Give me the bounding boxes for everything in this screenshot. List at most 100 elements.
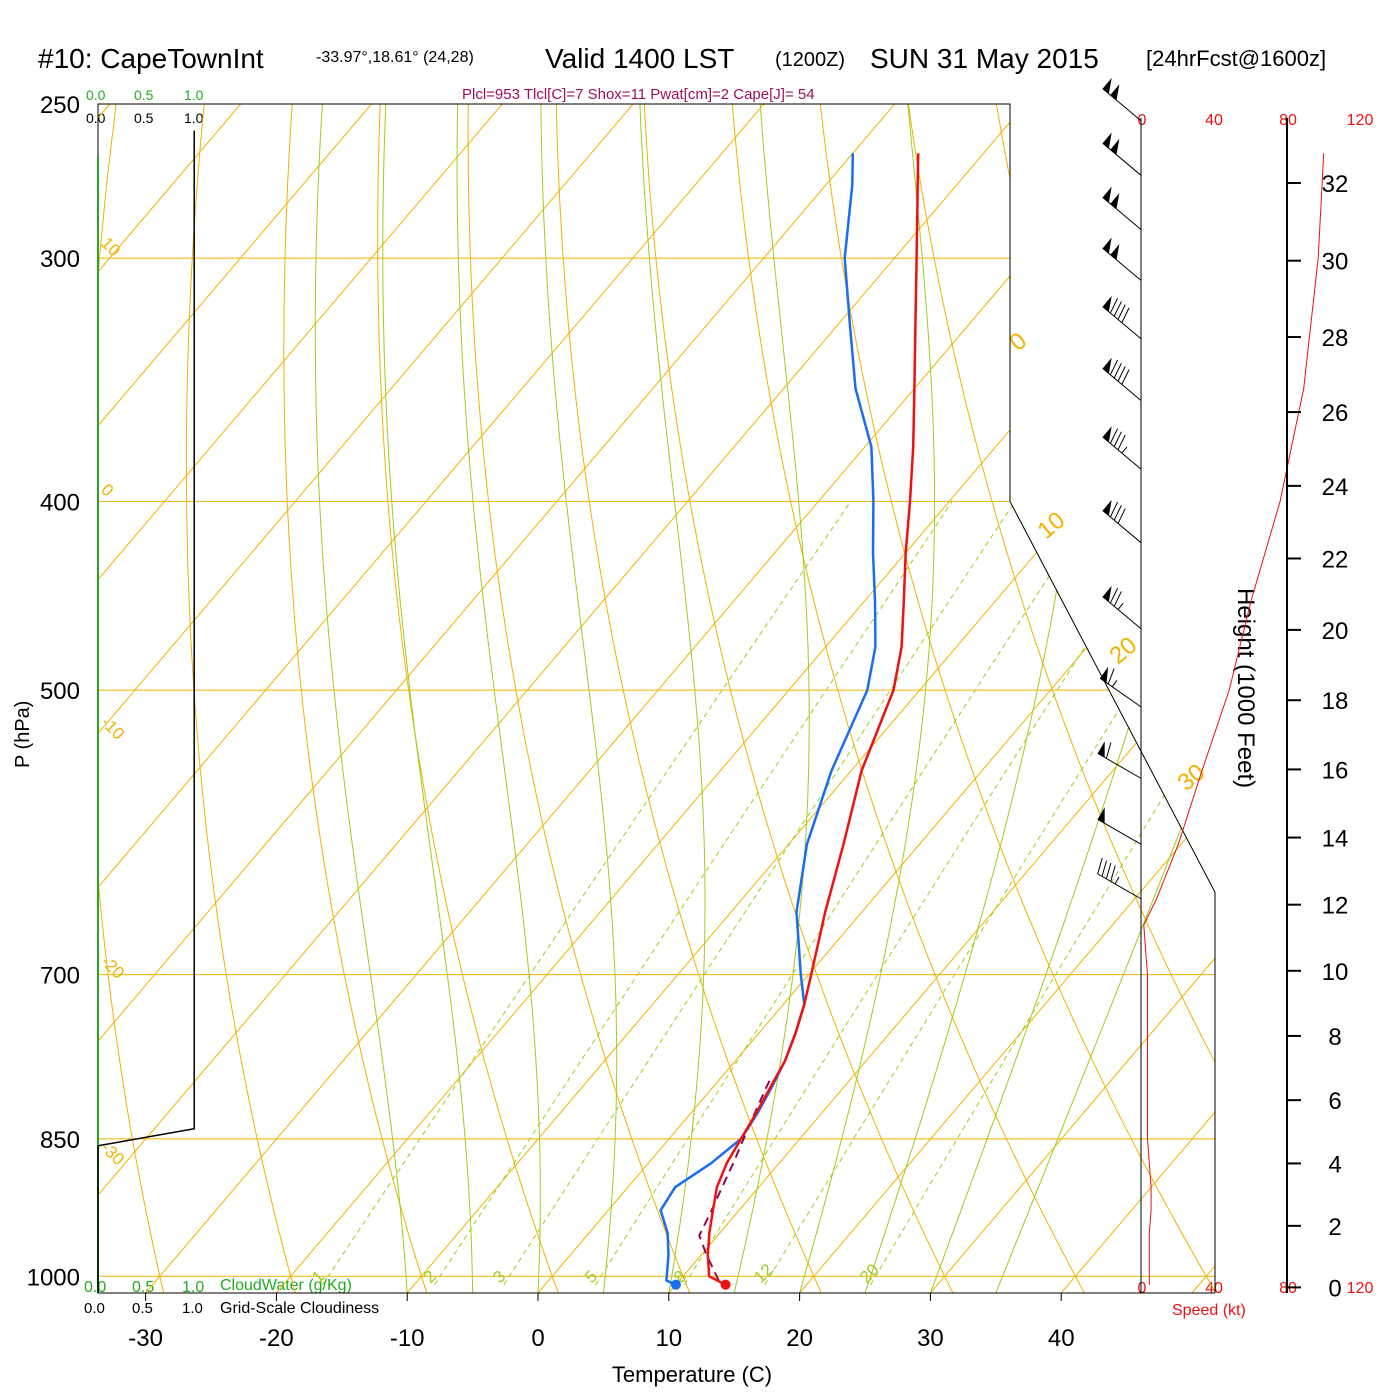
surface-dewpoint-dot — [670, 1279, 681, 1290]
wind-barb — [1102, 426, 1142, 470]
mixing-ratio-line — [503, 501, 1016, 1285]
moist-adiabat-line — [540, 104, 618, 1293]
mixing-ratio-label: 3 — [489, 1267, 509, 1287]
wind-barb-pennant — [1102, 132, 1112, 149]
y-axis-label: P (hPa) — [12, 701, 34, 768]
mixing-ratio-line — [434, 501, 953, 1285]
height-tick-label: 26 — [1322, 400, 1349, 427]
wind-speed-profile — [1143, 153, 1325, 1285]
cloud-black-tick: 0.5 — [132, 1300, 153, 1317]
pressure-tick-label: 500 — [40, 678, 80, 705]
pressure-tick-label: 300 — [40, 246, 80, 273]
cloud-green-tick: 0.0 — [86, 87, 106, 103]
wind-barb — [1102, 186, 1142, 230]
mixing-ratio-label: 2 — [420, 1267, 440, 1287]
valid-time: Valid 1400 LST — [545, 43, 734, 74]
wind-barb-feather — [1117, 508, 1126, 524]
moist-adiabat-line — [456, 104, 541, 1293]
wind-barb-staff — [1102, 306, 1142, 340]
height-tick-label: 16 — [1322, 757, 1349, 784]
sounding-profiles — [659, 153, 920, 1290]
wind-barb-feather — [1105, 742, 1112, 759]
wind-barb-feather — [1113, 591, 1122, 607]
mixing-ratio-label: 5 — [581, 1267, 601, 1287]
isotherm-label: -20 — [97, 952, 128, 983]
wind-barb-feather — [1101, 860, 1108, 877]
wind-barb — [1102, 132, 1142, 176]
wind-barb-staff — [1099, 677, 1142, 708]
speed-tick: 120 — [1347, 112, 1374, 129]
isotherm-line — [537, 104, 1215, 1293]
isotherm-line — [668, 104, 1215, 1293]
mixing-ratio-line — [322, 501, 852, 1285]
wind-barb — [1102, 357, 1142, 401]
x-tick-label: 0 — [531, 1325, 544, 1352]
isotherm-label: -10 — [97, 713, 128, 744]
wind-barb-pennant — [1110, 84, 1120, 101]
zulu-time: (1200Z) — [775, 49, 845, 71]
dry-adiabat-line — [643, 104, 954, 1293]
cloud-scale-bottom: 0.0 0.5 1.0 CloudWater (g/Kg) 0.0 0.5 1.… — [84, 1277, 379, 1317]
pressure-tick-label: 1000 — [27, 1264, 80, 1291]
x-tick-label: 40 — [1048, 1325, 1075, 1352]
isotherm-line — [98, 104, 372, 1293]
wind-barb — [1102, 499, 1142, 544]
speed-tick: 80 — [1279, 1280, 1297, 1297]
dry-adiabat-line — [907, 104, 1215, 1293]
wind-barb — [1097, 741, 1142, 779]
height-tick-label: 22 — [1322, 546, 1349, 573]
wind-barb-half-feather — [1114, 876, 1120, 885]
moist-adiabat-line — [995, 104, 1215, 1293]
dry-adiabat-label: 20 — [1105, 632, 1143, 670]
x-tick-label: -30 — [128, 1325, 163, 1352]
wind-barb-staff — [1102, 510, 1142, 544]
dry-adiabat-line — [377, 104, 559, 1293]
height-tick-label: 12 — [1322, 893, 1349, 920]
moist-adiabat-line — [799, 104, 936, 1293]
cloud-black-tick: 1.0 — [182, 1300, 203, 1317]
isotherm-line — [930, 104, 1215, 1293]
dewpoint-profile — [659, 153, 877, 1286]
isotherm-line — [145, 104, 1157, 1293]
speed-axis-label: Speed (kt) — [1172, 1302, 1246, 1319]
wind-barb-staff — [1102, 196, 1142, 230]
wind-barb-feather — [1107, 668, 1115, 685]
height-tick-label: 8 — [1328, 1024, 1341, 1051]
wind-barb-feather — [1121, 369, 1130, 385]
speed-axis-bottom: 0 40 80 120 Speed (kt) — [1138, 1280, 1374, 1319]
wind-barb-staff — [1097, 818, 1142, 845]
wind-barb-half-feather — [1117, 603, 1124, 610]
wind-barb-feather — [1113, 431, 1122, 447]
pressure-tick-label: 250 — [40, 92, 80, 119]
cloudiness-label: Grid-Scale Cloudiness — [220, 1300, 379, 1317]
temperature-profile — [706, 153, 920, 1286]
wind-barb-feather — [1105, 862, 1112, 880]
wind-barb-feather — [1117, 366, 1126, 382]
isotherm-line — [98, 104, 765, 1293]
mixing-ratio-label: 20 — [856, 1260, 883, 1287]
x-tick-label: 10 — [655, 1325, 682, 1352]
wind-barb-pennant — [1102, 295, 1112, 312]
speed-tick: 40 — [1205, 1280, 1223, 1297]
wind-barb — [1102, 237, 1142, 281]
height-axis-label: Height (1000 Feet) — [1232, 588, 1259, 788]
dry-adiabat-label: 0 — [1005, 327, 1033, 356]
cloud-green-tick: 0.0 — [84, 1279, 106, 1296]
cloudiness-panel — [97, 130, 195, 1293]
wind-barb — [1099, 666, 1142, 708]
wind-barb-staff — [1102, 596, 1142, 630]
speed-tick: 40 — [1205, 112, 1223, 129]
mixing-ratio-label: 12 — [750, 1260, 777, 1287]
wind-barb-pennant — [1102, 186, 1112, 203]
mixing-ratio-line — [870, 501, 1215, 1285]
moist-adiabat-line — [382, 104, 474, 1293]
dry-adiabat-line — [731, 104, 1085, 1293]
wind-barb-pennant — [1097, 741, 1105, 758]
mixing-ratio-line — [764, 501, 1215, 1285]
x-axis-label: Temperature (C) — [612, 1362, 772, 1387]
dry-adiabat-line — [185, 104, 296, 1293]
wind-barb-staff — [1102, 142, 1142, 176]
cloud-black-tick: 0.5 — [134, 110, 154, 126]
wind-barb-feather — [1113, 362, 1122, 379]
cloud-black-tick: 0.0 — [84, 1300, 105, 1317]
